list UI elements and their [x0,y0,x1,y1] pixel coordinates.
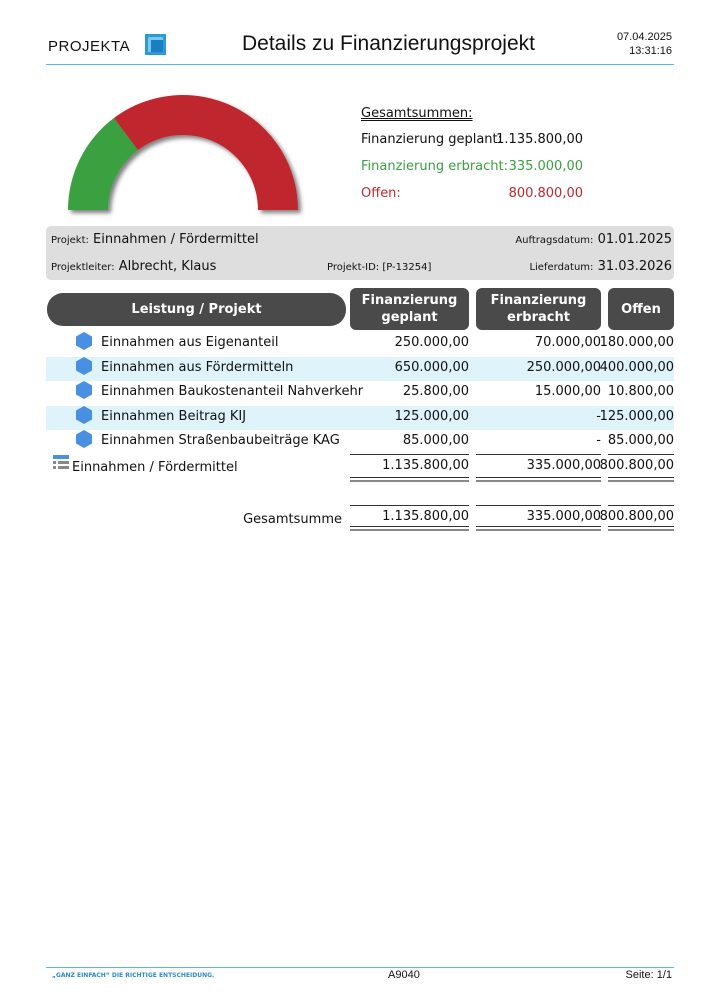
row-value: 400.000,00 [599,359,674,375]
row-highlight [46,405,674,430]
sum-rule [476,454,601,455]
print-time: 13:31:16 [629,45,672,57]
sum-rule [350,477,469,478]
column-header: Finanzierung erbracht [476,288,601,330]
row-value: 180.000,00 [599,335,674,350]
group-icon [53,455,69,469]
row-value: 85.000,00 [607,433,674,448]
label: Projekt: [51,235,89,246]
total-value: 335.000,00 [526,509,601,524]
summary-value: 335.000,00 [508,159,583,174]
summary-value: 800.800,00 [508,186,583,201]
sum-rule [350,454,469,455]
row-value: 650.000,00 [394,359,469,375]
slogan: „GANZ EINFACH“ DIE RICHTIGE ENTSCHEIDUNG… [52,972,215,979]
group-value: 1.135.800,00 [382,458,469,473]
row-name: Einnahmen Beitrag KIJ [101,408,247,424]
row-icon [76,332,92,350]
sum-rule [476,505,601,506]
header-rule [46,64,674,65]
summary-value: 1.135.800,00 [496,132,583,147]
delivery-field: Lieferdatum: 31.03.2026 [529,259,672,274]
row-name: Einnahmen aus Eigenanteil [101,335,279,350]
row-value: 85.000,00 [402,433,469,448]
row-value: 250.000,00 [394,335,469,350]
column-header: Leistung / Projekt [47,293,346,326]
summary-label: Finanzierung erbracht: [361,159,508,174]
sum-rule [608,526,674,527]
summary-label: Finanzierung geplant: [361,132,503,147]
label: Auftragsdatum: [515,235,594,246]
value: 31.03.2026 [597,259,672,274]
lead-field: Projektleiter: Albrecht, Klaus [51,259,216,274]
column-header: Offen [608,288,674,330]
sum-rule [350,480,469,482]
logo-text: PROJEKTA [48,38,131,55]
sum-rule [608,505,674,506]
sum-rule [608,529,674,531]
footer-rule [46,967,674,968]
row-value: 125.000,00 [394,408,469,424]
sum-rule [608,480,674,482]
group-value: 800.800,00 [599,458,674,473]
info-box [46,226,674,280]
sum-rule [476,526,601,527]
total-label: Gesamtsumme [243,512,342,527]
row-value: 250.000,00 [526,359,601,375]
sum-rule [350,529,469,531]
column-header: Finanzierung geplant [350,288,469,330]
value: Albrecht, Klaus [118,259,217,274]
row-icon [76,405,92,424]
total-value: 1.135.800,00 [382,509,469,524]
summary-label: Offen: [361,186,401,201]
order-date-field: Auftragsdatum: 01.01.2025 [515,232,672,247]
row-name: Einnahmen Baukostenanteil Nahverkehr [101,384,364,399]
total-value: 800.800,00 [599,509,674,524]
project-field: Projekt: Einnahmen / Fördermittel [51,232,259,247]
summary-heading: Gesamtsummen: [361,106,473,121]
sum-rule [350,526,469,527]
label: Lieferdatum: [529,262,594,273]
row-value: 125.000,00 [599,408,674,424]
sum-rule [608,454,674,455]
value: 01.01.2025 [597,232,672,247]
row-value: - [596,408,601,424]
sum-rule [608,477,674,478]
row-value: 70.000,00 [534,335,601,350]
row-icon [76,381,92,399]
sum-rule [476,529,601,531]
value: Einnahmen / Fördermittel [93,232,259,247]
sum-rule [350,505,469,506]
page-number: Seite: 1/1 [625,969,672,981]
page-title: Details zu Finanzierungsprojekt [242,32,535,55]
row-name: Einnahmen aus Fördermitteln [101,359,294,375]
report-code: A9040 [388,969,420,981]
row-value: - [596,433,601,448]
row-value: 15.000,00 [534,384,601,399]
row-value: 25.800,00 [402,384,469,399]
project-id: Projekt-ID: [P-13254] [327,262,432,273]
gauge [68,95,298,210]
sum-rule [476,480,601,482]
row-value: 10.800,00 [607,384,674,399]
row-name: Einnahmen Straßenbaubeiträge KAG [101,433,340,448]
row-icon [76,356,92,375]
gauge-segment [113,95,298,210]
group-name: Einnahmen / Fördermittel [72,460,238,475]
group-value: 335.000,00 [526,458,601,473]
row-icon [76,430,92,448]
label: Projektleiter: [51,262,115,273]
print-date: 07.04.2025 [616,31,672,43]
logo-icon [145,34,166,55]
sum-rule [476,477,601,478]
gauge-segment [68,118,138,210]
row-highlight [46,356,674,381]
